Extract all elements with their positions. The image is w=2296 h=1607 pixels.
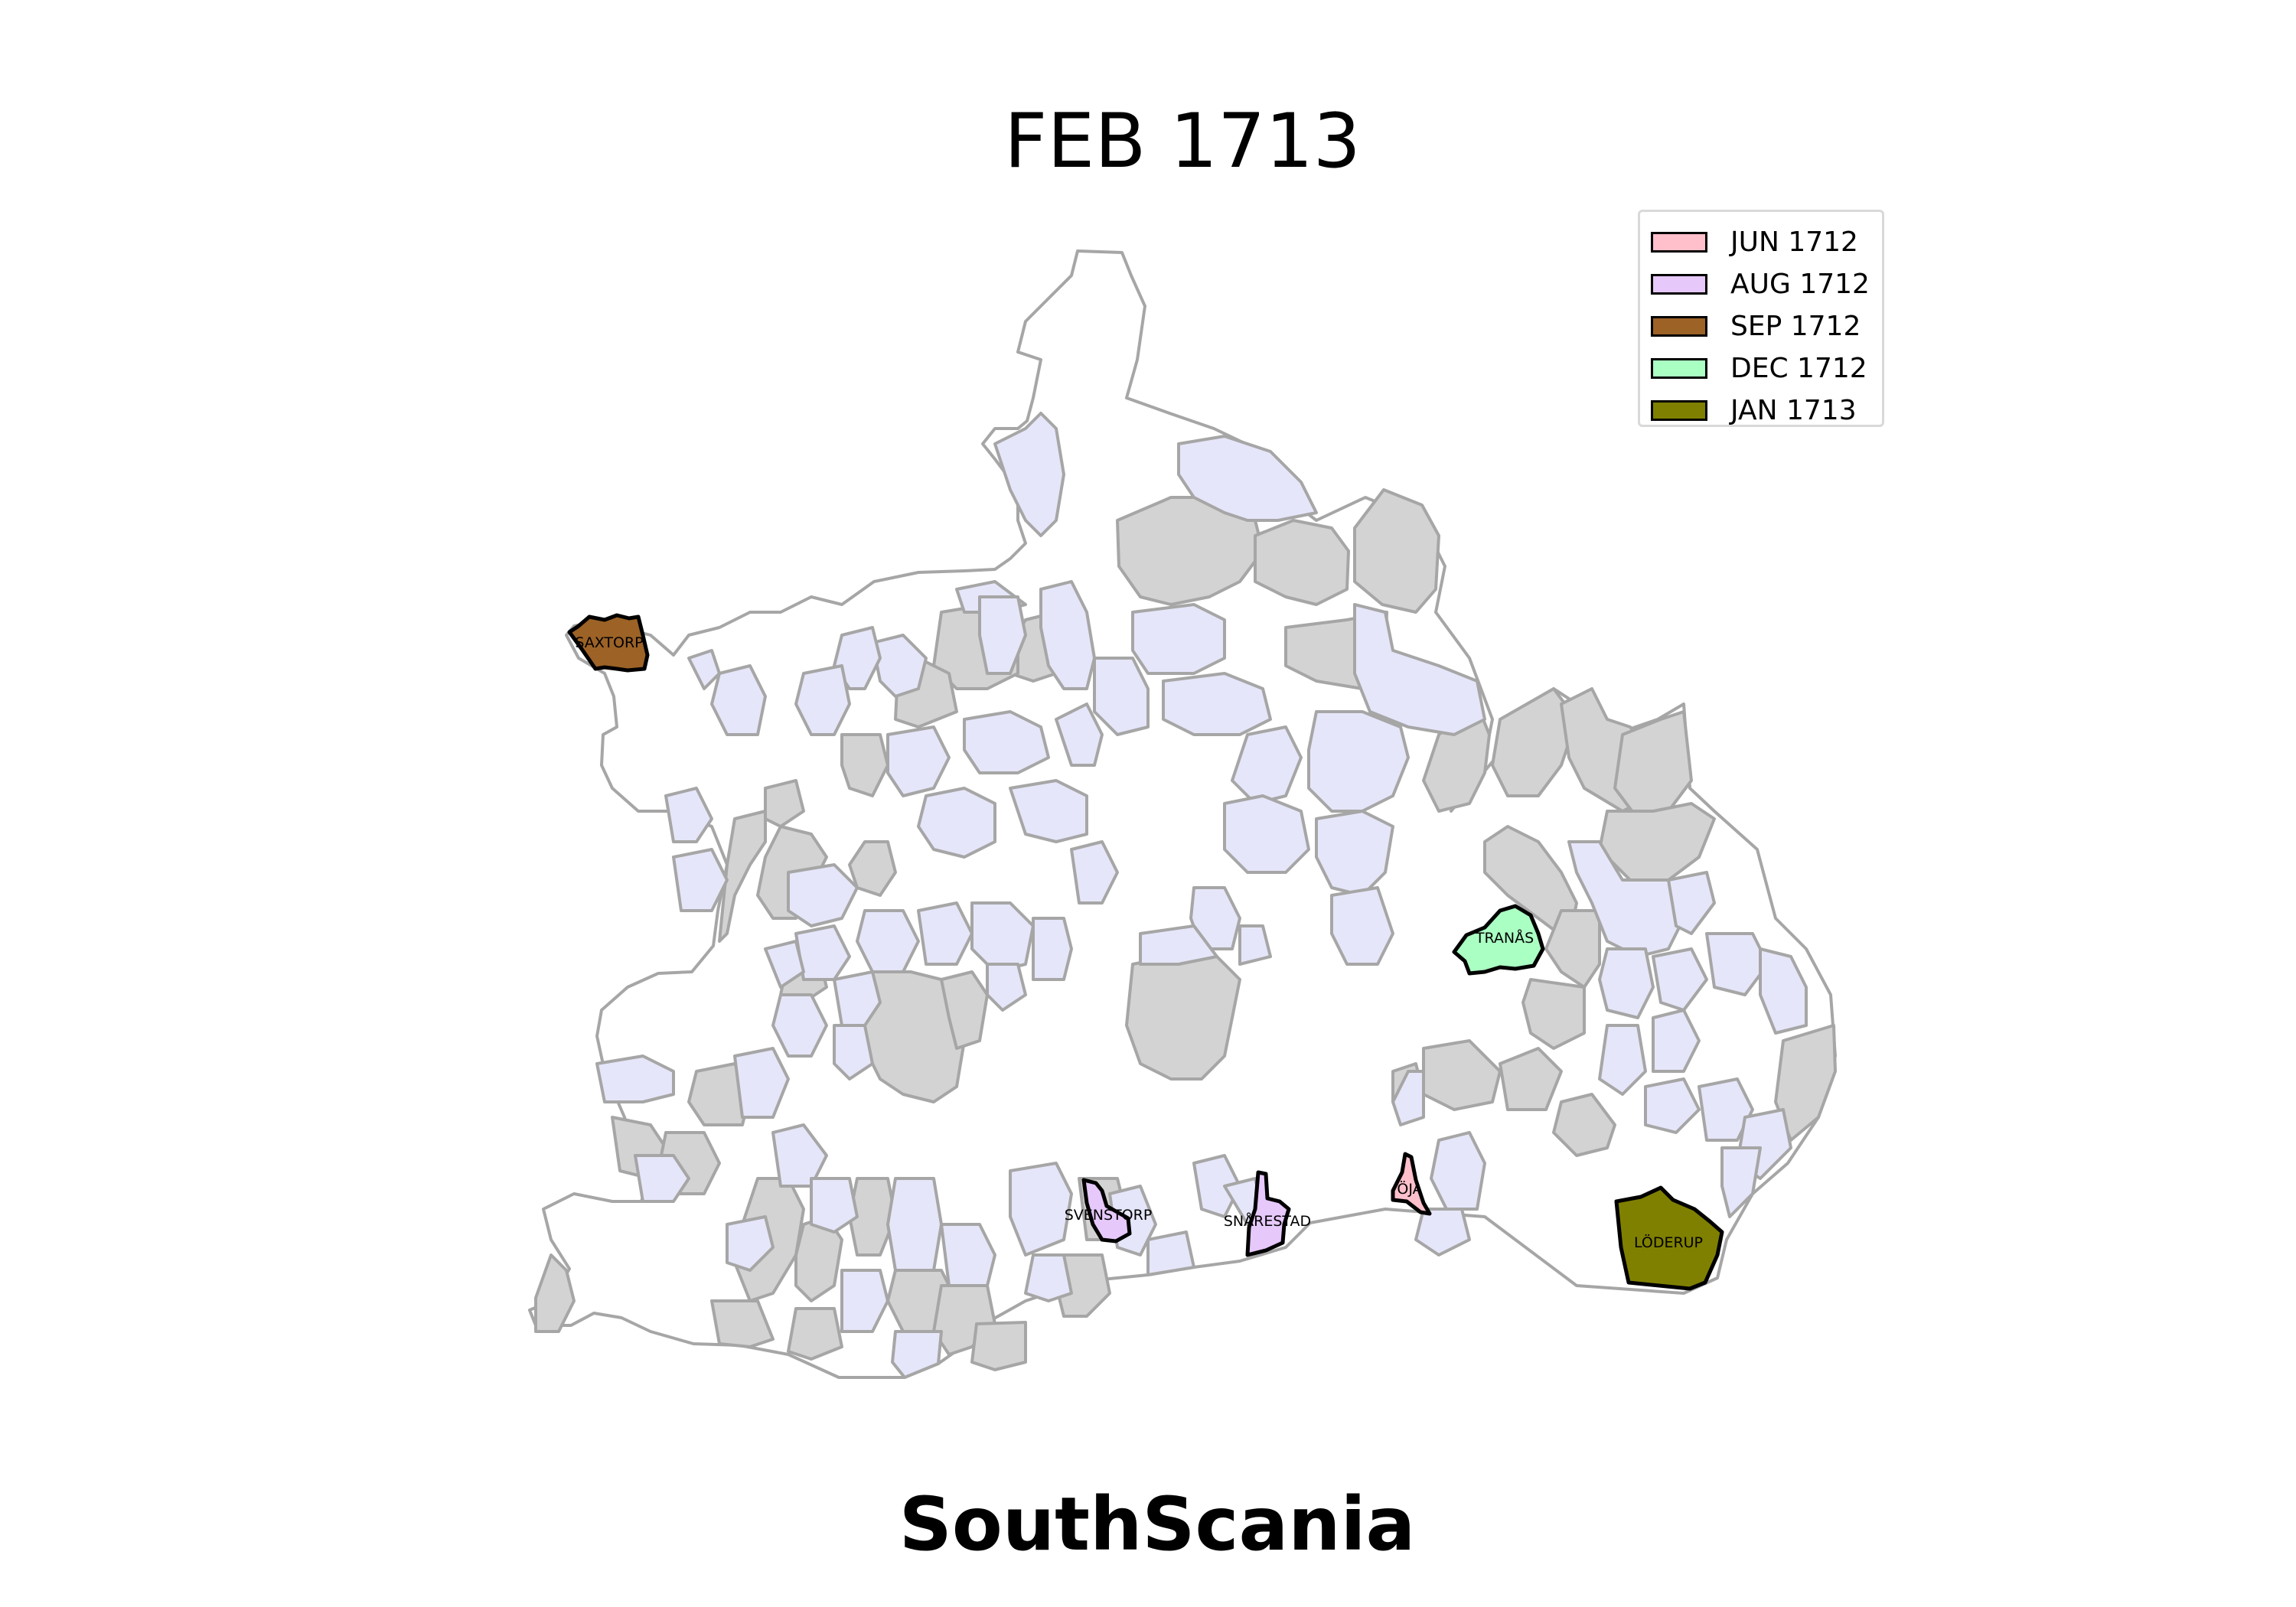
legend-swatch — [1651, 316, 1707, 337]
legend-label: JAN 1713 — [1730, 395, 1857, 426]
parish-oja — [1391, 1152, 1432, 1216]
parish-snarestad — [1245, 1170, 1291, 1257]
legend-item: DEC 1712 — [1651, 347, 1882, 390]
parish-saxtorp — [567, 613, 650, 673]
label-snarestad: SNÅRESTAD — [1224, 1212, 1311, 1230]
lavender-parishes — [595, 412, 1808, 1379]
parish-svenstorp — [1081, 1178, 1132, 1244]
legend-swatch — [1651, 400, 1707, 421]
legend-label: SEP 1712 — [1730, 311, 1861, 342]
legend-swatch — [1651, 274, 1707, 295]
map-title: FEB 1713 — [1003, 98, 1362, 185]
highlighted-parishes — [567, 613, 1724, 1291]
label-loderup: LÖDERUP — [1634, 1234, 1703, 1251]
label-oja: ÖJA — [1397, 1180, 1422, 1198]
parish-loderup — [1614, 1185, 1724, 1291]
legend-label: JUN 1712 — [1730, 227, 1858, 258]
parish-labels: SAXTORP TRANÅS SVENSTORP SNÅRESTAD ÖJA L… — [575, 634, 1703, 1251]
legend-item: JUN 1712 — [1651, 221, 1882, 263]
legend-item: JAN 1713 — [1651, 390, 1882, 432]
legend-label: DEC 1712 — [1730, 353, 1867, 384]
legend-item: SEP 1712 — [1651, 305, 1882, 347]
label-saxtorp: SAXTORP — [575, 634, 643, 651]
legend-swatch — [1651, 358, 1707, 379]
legend-item: AUG 1712 — [1651, 263, 1882, 305]
label-svenstorp: SVENSTORP — [1065, 1207, 1153, 1224]
legend-swatch — [1651, 232, 1707, 253]
label-tranas: TRANÅS — [1475, 929, 1534, 947]
region-title: SouthScania — [899, 1482, 1416, 1567]
parish-tranas — [1452, 904, 1545, 976]
legend-label: AUG 1712 — [1730, 269, 1870, 300]
legend: JUN 1712 AUG 1712 SEP 1712 DEC 1712 JAN … — [1638, 210, 1884, 427]
